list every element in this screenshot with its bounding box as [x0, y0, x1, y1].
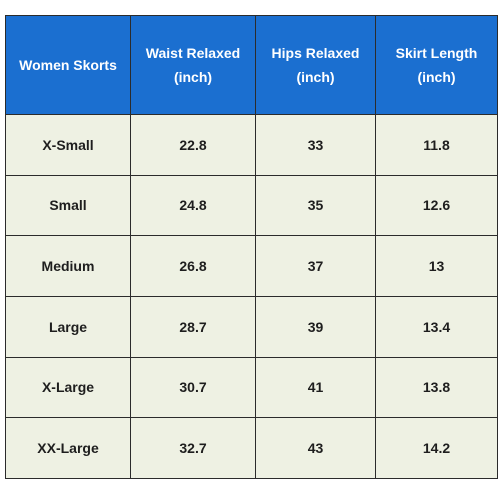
- header-cell: Waist Relaxed (inch): [130, 15, 256, 115]
- table-row: X-Large 30.7 41 13.8: [5, 356, 498, 419]
- value-cell: 30.7: [130, 356, 256, 419]
- value-cell: 35: [255, 174, 376, 237]
- size-cell: X-Large: [5, 356, 131, 419]
- value-cell: 13: [375, 235, 498, 297]
- table-row: Small 24.8 35 12.6: [5, 174, 498, 237]
- value-cell: 13.8: [375, 356, 498, 419]
- value-cell: 22.8: [130, 114, 256, 176]
- table-row: Medium 26.8 37 13: [5, 235, 498, 297]
- table-row: XX-Large 32.7 43 14.2: [5, 417, 498, 479]
- value-cell: 33: [255, 114, 376, 176]
- table-row: Large 28.7 39 13.4: [5, 295, 498, 358]
- size-chart: Women Skorts Waist Relaxed (inch) Hips Rel…: [5, 15, 498, 479]
- value-cell: 39: [255, 295, 376, 358]
- table-row: X-Small 22.8 33 11.8: [5, 114, 498, 176]
- value-cell: 43: [255, 417, 376, 479]
- value-cell: 28.7: [130, 295, 256, 358]
- size-cell: XX-Large: [5, 417, 131, 479]
- header-row: Women Skorts Waist Relaxed (inch) Hips Rel…: [5, 15, 498, 115]
- value-cell: 24.8: [130, 174, 256, 237]
- header-cell: Skirt Length (inch): [375, 15, 498, 115]
- value-cell: 37: [255, 235, 376, 297]
- value-cell: 32.7: [130, 417, 256, 479]
- value-cell: 12.6: [375, 174, 498, 237]
- size-cell: Large: [5, 295, 131, 358]
- size-table: Women Skorts Waist Relaxed (inch) Hips Rel…: [5, 15, 498, 479]
- header-cell: Women Skorts: [5, 15, 131, 115]
- header-cell: Hips Relaxed (inch): [255, 15, 376, 115]
- value-cell: 13.4: [375, 295, 498, 358]
- size-cell: Small: [5, 174, 131, 237]
- value-cell: 41: [255, 356, 376, 419]
- value-cell: 26.8: [130, 235, 256, 297]
- value-cell: 11.8: [375, 114, 498, 176]
- size-cell: Medium: [5, 235, 131, 297]
- value-cell: 14.2: [375, 417, 498, 479]
- size-cell: X-Small: [5, 114, 131, 176]
